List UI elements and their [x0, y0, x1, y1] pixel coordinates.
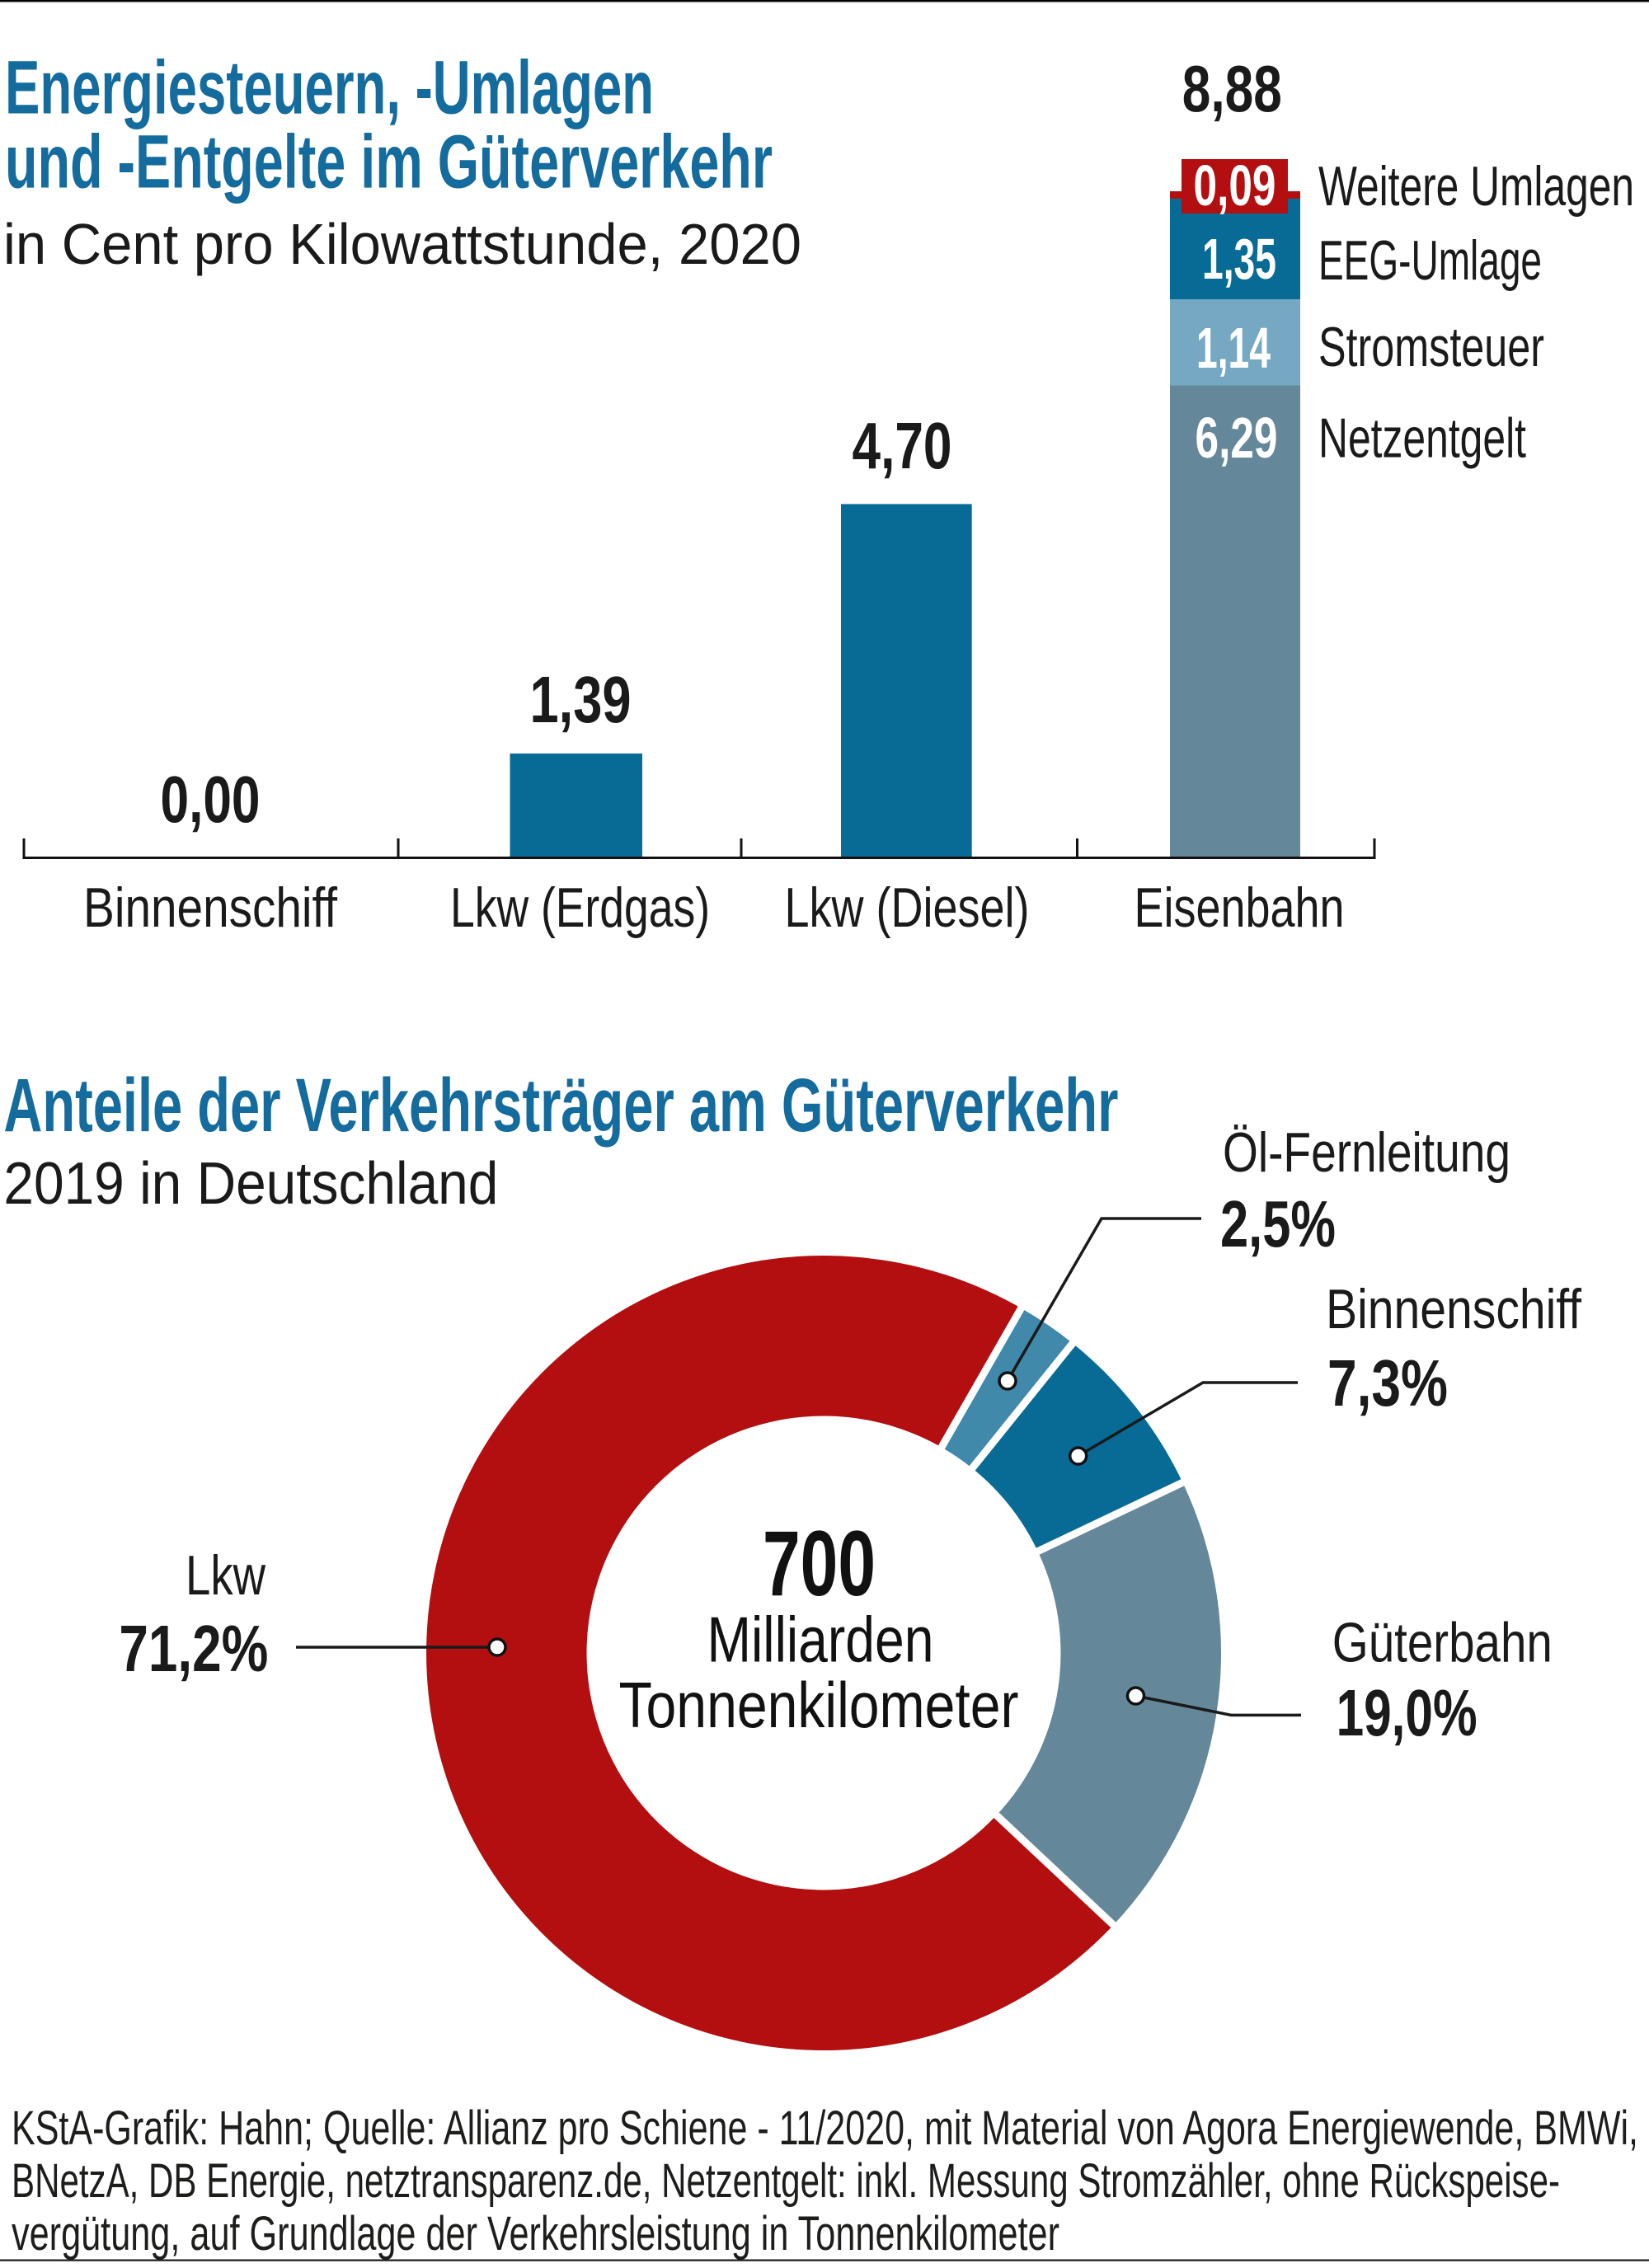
svg-text:0,09: 0,09 — [1194, 153, 1276, 218]
svg-text:71,2%: 71,2% — [119, 1612, 268, 1685]
svg-text:Weitere Umlagen: Weitere Umlagen — [1318, 155, 1634, 218]
svg-text:BNetzA, DB Energie, netztransp: BNetzA, DB Energie, netztransparenz.de, … — [12, 2154, 1560, 2208]
svg-text:Netzentgelt: Netzentgelt — [1318, 407, 1526, 470]
svg-text:2019 in Deutschland: 2019 in Deutschland — [3, 1151, 498, 1217]
svg-text:Lkw: Lkw — [186, 1544, 266, 1607]
svg-text:in Cent pro Kilowattstunde, 20: in Cent pro Kilowattstunde, 2020 — [3, 212, 801, 276]
svg-text:6,29: 6,29 — [1196, 406, 1278, 470]
svg-text:2,5%: 2,5% — [1220, 1187, 1336, 1261]
svg-text:Lkw (Diesel): Lkw (Diesel) — [785, 876, 1030, 939]
svg-text:Güterbahn: Güterbahn — [1332, 1612, 1553, 1674]
svg-text:Energiesteuern, -Umlagen: Energiesteuern, -Umlagen — [5, 46, 654, 130]
svg-text:Stromsteuer: Stromsteuer — [1318, 316, 1544, 378]
svg-text:8,88: 8,88 — [1182, 52, 1282, 125]
svg-text:1,14: 1,14 — [1196, 316, 1271, 380]
svg-text:vergütung, auf Grundlage der V: vergütung, auf Grundlage der Verkehrslei… — [12, 2207, 1059, 2261]
svg-text:7,3%: 7,3% — [1327, 1346, 1448, 1420]
svg-text:700: 700 — [763, 1512, 876, 1615]
svg-text:4,70: 4,70 — [853, 409, 952, 482]
svg-text:Öl-Fernleitung: Öl-Fernleitung — [1223, 1121, 1510, 1184]
svg-text:Binnenschiff: Binnenschiff — [83, 876, 337, 939]
svg-text:19,0%: 19,0% — [1337, 1676, 1478, 1749]
svg-text:und -Entgelte im Güterverkehr: und -Entgelte im Güterverkehr — [5, 120, 773, 204]
svg-text:Lkw (Erdgas): Lkw (Erdgas) — [450, 876, 710, 939]
svg-text:1,39: 1,39 — [530, 663, 632, 736]
svg-text:1,35: 1,35 — [1202, 227, 1276, 291]
svg-text:Eisenbahn: Eisenbahn — [1135, 876, 1345, 939]
svg-text:Tonnenkilometer: Tonnenkilometer — [619, 1669, 1019, 1741]
svg-text:0,00: 0,00 — [161, 763, 261, 836]
svg-text:KStA-Grafik: Hahn; Quelle: All: KStA-Grafik: Hahn; Quelle: Allianz pro S… — [12, 2101, 1638, 2155]
svg-text:Binnenschiff: Binnenschiff — [1326, 1278, 1581, 1341]
svg-text:EEG-Umlage: EEG-Umlage — [1318, 229, 1542, 292]
svg-text:Milliarden: Milliarden — [707, 1604, 934, 1676]
svg-text:Anteile der Verkehrsträger am: Anteile der Verkehrsträger am Güterverke… — [3, 1064, 1118, 1148]
